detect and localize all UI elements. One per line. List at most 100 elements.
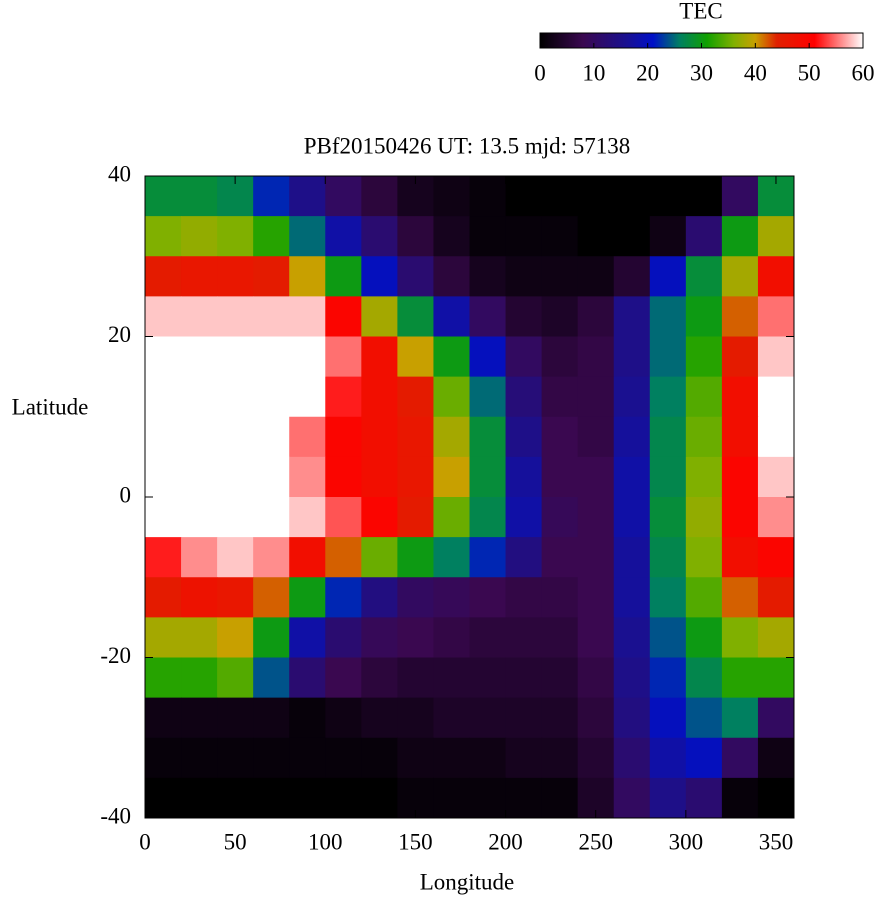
heat-cell (145, 697, 182, 739)
heat-cell (757, 537, 795, 578)
heat-cell (433, 416, 470, 458)
heat-cell (721, 777, 759, 819)
heat-cell (541, 176, 579, 217)
heat-cell (253, 336, 290, 378)
heat-cell (469, 537, 507, 578)
heat-cell (613, 296, 651, 337)
heat-cell (577, 416, 615, 458)
heat-cell (757, 697, 795, 739)
heat-cell (145, 737, 182, 779)
heat-cell (721, 537, 759, 578)
heat-cell (181, 176, 218, 217)
heat-cell (541, 296, 579, 337)
heat-cell (253, 216, 290, 257)
heat-cell (145, 336, 182, 378)
heat-cell (649, 176, 687, 217)
colorbar-tick-label: 40 (744, 60, 767, 85)
heat-cell (505, 416, 543, 458)
heat-cell (649, 376, 687, 418)
heat-cell (541, 537, 579, 578)
heat-cell (217, 737, 254, 779)
heat-cell (613, 456, 651, 498)
heat-cell (469, 336, 507, 378)
heat-cell (577, 296, 615, 337)
x-axis-label: Longitude (420, 869, 515, 894)
heat-cell (253, 416, 290, 458)
heat-cell (757, 577, 795, 618)
heat-cell (505, 376, 543, 418)
heat-cell (469, 737, 507, 779)
heat-cell (613, 577, 651, 618)
x-tick-label: 150 (398, 829, 433, 854)
colorbar-tick-label: 30 (690, 60, 713, 85)
heat-cell (289, 497, 326, 538)
heat-cell (649, 336, 687, 378)
heat-cell (685, 456, 723, 498)
heat-cell (361, 296, 398, 337)
heat-cell (325, 456, 362, 498)
heat-cell (757, 376, 795, 418)
heat-cell (649, 216, 687, 257)
heat-cell (613, 376, 651, 418)
colorbar-title: TEC (679, 0, 722, 23)
heat-cell (217, 577, 254, 618)
colorbar-tick-label: 0 (534, 60, 546, 85)
heat-cell (685, 376, 723, 418)
heat-cell (613, 176, 651, 217)
heat-cell (721, 497, 759, 538)
heat-cell (433, 456, 470, 498)
heat-cell (685, 657, 723, 699)
heat-cell (289, 537, 326, 578)
heat-cell (145, 537, 182, 578)
heat-cell (505, 456, 543, 498)
heat-cell (325, 216, 362, 257)
heat-cell (577, 456, 615, 498)
heat-cell (505, 657, 543, 699)
heat-cell (145, 376, 182, 418)
heat-cell (145, 416, 182, 458)
heat-cell (253, 176, 290, 217)
heat-cell (685, 256, 723, 297)
heat-cell (181, 577, 218, 618)
heat-cell (505, 176, 543, 217)
heat-cell (253, 497, 290, 538)
heat-cell (757, 456, 795, 498)
heat-cell (685, 296, 723, 337)
heat-cell (613, 216, 651, 257)
heat-cell (613, 537, 651, 578)
heat-cell (469, 657, 507, 699)
heat-cell (181, 376, 218, 418)
heat-cell (145, 296, 182, 337)
heat-cell (469, 697, 507, 739)
heat-cell (541, 777, 579, 819)
heat-cell (721, 617, 759, 658)
heat-cell (541, 336, 579, 378)
heat-cell (541, 216, 579, 257)
heat-cell (325, 497, 362, 538)
heat-cell (541, 577, 579, 618)
heat-cell (397, 416, 434, 458)
heat-cell (217, 456, 254, 498)
heat-cell (685, 737, 723, 779)
heat-cell (253, 456, 290, 498)
heat-cell (541, 697, 579, 739)
heat-cell (397, 577, 434, 618)
heat-cell (289, 336, 326, 378)
heat-cell (541, 416, 579, 458)
heat-cell (217, 416, 254, 458)
heat-cell (433, 256, 470, 297)
heat-cell (397, 376, 434, 418)
heat-cell (433, 657, 470, 699)
heat-cell (145, 777, 182, 819)
heat-cell (613, 416, 651, 458)
heat-cell (721, 697, 759, 739)
heat-cell (613, 256, 651, 297)
heat-cell (541, 657, 579, 699)
heat-cell (469, 577, 507, 618)
heat-cell (253, 256, 290, 297)
heat-cell (685, 497, 723, 538)
heat-cell (361, 416, 398, 458)
heat-cell (541, 256, 579, 297)
x-tick-label: 200 (488, 829, 523, 854)
heat-cell (325, 537, 362, 578)
